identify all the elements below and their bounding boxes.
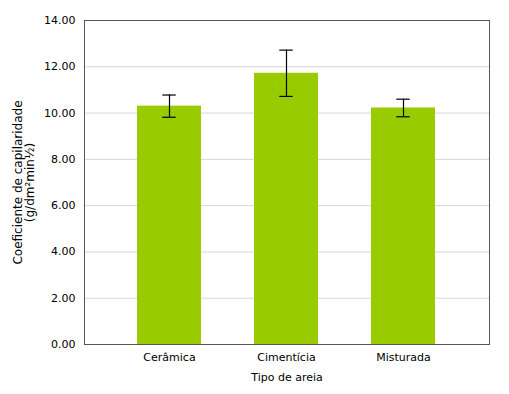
- svg-text:6.00: 6.00: [51, 199, 76, 212]
- svg-text:Misturada: Misturada: [376, 351, 431, 364]
- svg-text:10.00: 10.00: [44, 107, 76, 120]
- svg-text:4.00: 4.00: [51, 245, 76, 258]
- svg-text:12.00: 12.00: [44, 60, 76, 73]
- svg-text:Cerâmica: Cerâmica: [143, 351, 195, 364]
- svg-text:Coeficiente de capilaridade(g/: Coeficiente de capilaridade(g/dm²min½): [11, 100, 37, 264]
- svg-text:0.00: 0.00: [51, 338, 76, 351]
- svg-text:2.00: 2.00: [51, 292, 76, 305]
- svg-text:8.00: 8.00: [51, 153, 76, 166]
- svg-text:Cimentícia: Cimentícia: [257, 351, 315, 364]
- svg-text:Tipo de areia: Tipo de areia: [250, 371, 322, 384]
- svg-text:14.00: 14.00: [44, 14, 76, 27]
